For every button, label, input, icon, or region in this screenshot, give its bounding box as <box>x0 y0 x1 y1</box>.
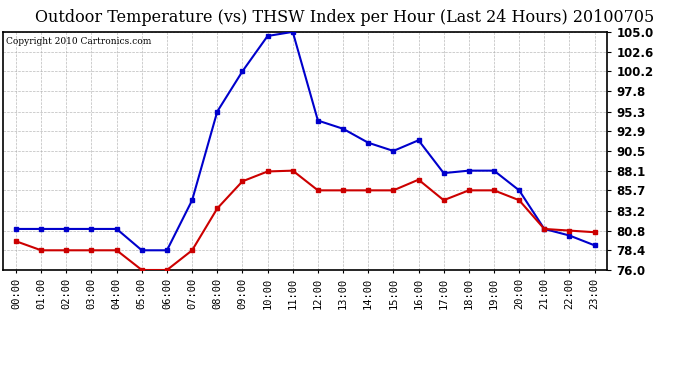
Text: Outdoor Temperature (vs) THSW Index per Hour (Last 24 Hours) 20100705: Outdoor Temperature (vs) THSW Index per … <box>35 9 655 26</box>
Text: Copyright 2010 Cartronics.com: Copyright 2010 Cartronics.com <box>6 37 152 46</box>
